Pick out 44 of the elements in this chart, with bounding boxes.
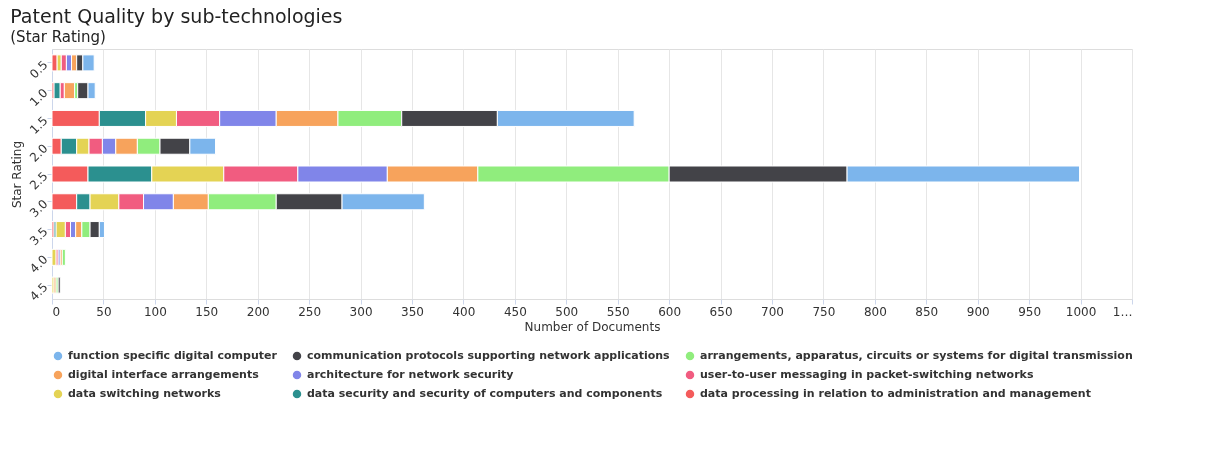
- legend-label: data security and security of computers and components: [307, 387, 663, 400]
- chart-subtitle: (Star Rating): [10, 28, 106, 46]
- y-tick-label: 3.0: [27, 196, 51, 221]
- x-tick-label: 0: [52, 304, 61, 319]
- y-tick-label: 0.5: [27, 57, 51, 82]
- x-axis-title: Number of Documents: [524, 319, 661, 334]
- legend-label: function specific digital computer: [68, 349, 278, 362]
- x-tick-label: 800: [863, 304, 887, 319]
- legend-label: data switching networks: [68, 387, 222, 400]
- x-tick-label: 750: [812, 304, 836, 319]
- y-tick-label: 2.5: [27, 169, 51, 193]
- y-tick-label: 1.5: [27, 113, 51, 137]
- x-tick-label: 850: [915, 304, 939, 319]
- x-tick-label: 950: [1018, 304, 1042, 319]
- legend-label: data processing in relation to administration and management: [700, 387, 1091, 400]
- x-tick-label: 650: [709, 304, 733, 319]
- chart-title: Patent Quality by sub-technologies: [10, 5, 343, 27]
- x-tick-label: 300: [349, 304, 373, 319]
- x-tick-label: 350: [401, 304, 424, 319]
- y-tick-label: 2.0: [27, 141, 51, 165]
- x-tick-label: 700: [761, 304, 784, 319]
- x-tick-label: 250: [298, 304, 322, 319]
- x-tick-label: 1…: [1112, 304, 1133, 319]
- legend-label: communication protocols supporting network applications: [307, 349, 671, 362]
- legend-label: digital interface arrangements: [68, 368, 260, 381]
- y-tick-label: 3.5: [27, 224, 51, 249]
- legend-label: user-to-user messaging in packet-switching networks: [700, 368, 1034, 381]
- y-tick-label: 1.0: [27, 85, 51, 110]
- x-tick-label: 500: [555, 304, 579, 319]
- x-tick-label: 50: [96, 304, 112, 319]
- x-tick-label: 100: [143, 304, 167, 319]
- x-tick-label: 150: [195, 304, 219, 319]
- y-tick-label: 4.5: [27, 280, 51, 304]
- y-tick-label: 4.0: [27, 252, 51, 276]
- x-tick-label: 450: [503, 304, 527, 319]
- x-tick-label: 200: [246, 304, 270, 319]
- legend-label: arrangements, apparatus, circuits or systems for digital transmission: [700, 349, 1133, 362]
- legend-label: architecture for network security: [307, 368, 514, 381]
- x-tick-label: 600: [658, 304, 682, 319]
- x-tick-label: 900: [966, 304, 990, 319]
- x-tick-label: 550: [606, 304, 630, 319]
- y-axis-title: Star Rating: [9, 140, 24, 209]
- x-tick-label: 1000: [1065, 304, 1097, 319]
- x-tick-label: 400: [452, 304, 476, 319]
